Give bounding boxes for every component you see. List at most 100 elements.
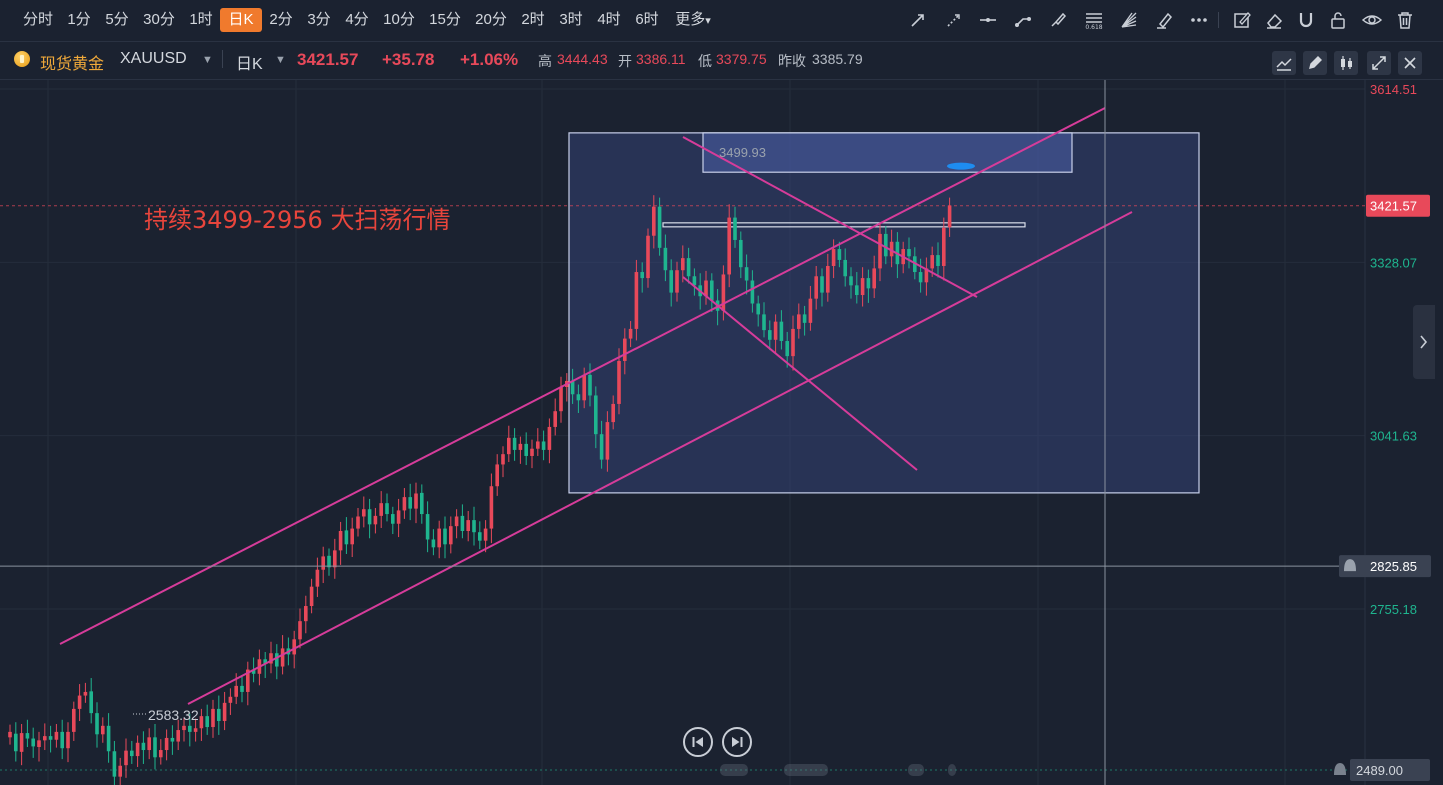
candle[interactable] bbox=[924, 257, 929, 296]
candle[interactable] bbox=[222, 691, 227, 731]
candle[interactable] bbox=[367, 498, 372, 539]
candle[interactable] bbox=[727, 204, 731, 288]
candle[interactable] bbox=[309, 578, 314, 614]
candle[interactable] bbox=[124, 738, 128, 778]
candle[interactable] bbox=[275, 644, 279, 680]
candle[interactable] bbox=[681, 245, 685, 283]
candle[interactable] bbox=[791, 315, 795, 371]
candle[interactable] bbox=[54, 724, 59, 748]
candle[interactable] bbox=[872, 255, 876, 299]
candle[interactable] bbox=[634, 259, 639, 341]
candle[interactable] bbox=[623, 328, 627, 375]
line-segment-tool-button[interactable] bbox=[1011, 8, 1035, 32]
lock-tool-button[interactable] bbox=[1326, 8, 1350, 32]
candle[interactable] bbox=[379, 491, 383, 528]
candle[interactable] bbox=[907, 237, 911, 269]
support-zone-line[interactable] bbox=[662, 222, 1026, 228]
candle[interactable] bbox=[83, 682, 88, 703]
candle[interactable] bbox=[692, 268, 697, 296]
candle[interactable] bbox=[298, 608, 302, 649]
crosshair-price-tag[interactable]: 2825.85 bbox=[1339, 555, 1431, 578]
edit-note-tool-button[interactable] bbox=[1230, 8, 1254, 32]
candle[interactable] bbox=[460, 504, 465, 539]
candle[interactable] bbox=[304, 595, 308, 634]
candle[interactable] bbox=[106, 713, 111, 763]
bell-icon[interactable] bbox=[1344, 559, 1356, 572]
candle[interactable] bbox=[599, 420, 604, 469]
candle[interactable] bbox=[414, 482, 418, 524]
candle[interactable] bbox=[802, 305, 807, 336]
candle[interactable] bbox=[565, 373, 569, 402]
candle[interactable] bbox=[756, 295, 760, 327]
candle[interactable] bbox=[454, 509, 459, 539]
candle[interactable] bbox=[396, 498, 401, 538]
candle[interactable] bbox=[466, 511, 470, 542]
candle[interactable] bbox=[147, 728, 151, 760]
candle[interactable] bbox=[547, 418, 552, 464]
candle[interactable] bbox=[884, 226, 888, 265]
fibonacci-tool-button[interactable]: 0.618 bbox=[1082, 8, 1106, 32]
timeframe-10[interactable]: 15分 bbox=[429, 11, 461, 28]
candle[interactable] bbox=[356, 508, 360, 537]
timeframe-12[interactable]: 2时 bbox=[521, 11, 545, 28]
candle[interactable] bbox=[14, 722, 18, 762]
candle[interactable] bbox=[530, 439, 534, 469]
candle[interactable] bbox=[797, 303, 801, 339]
eye-tool-button[interactable] bbox=[1360, 8, 1384, 32]
candle[interactable] bbox=[628, 321, 633, 348]
candle[interactable] bbox=[437, 520, 441, 559]
candle[interactable] bbox=[866, 269, 871, 303]
candle[interactable] bbox=[605, 411, 610, 472]
timeframe-5[interactable]: 日K bbox=[220, 8, 262, 32]
candle[interactable] bbox=[362, 496, 366, 528]
arrow-line-tool-button[interactable] bbox=[906, 8, 930, 32]
candle[interactable] bbox=[153, 724, 157, 770]
channel-upper-line[interactable] bbox=[59, 107, 1106, 645]
period-dropdown-icon[interactable]: ▼ bbox=[275, 54, 286, 66]
candle[interactable] bbox=[524, 432, 528, 466]
candle[interactable] bbox=[321, 546, 325, 584]
candle[interactable] bbox=[373, 508, 378, 534]
candle[interactable] bbox=[408, 483, 412, 521]
candle[interactable] bbox=[385, 493, 389, 522]
candle[interactable] bbox=[19, 724, 24, 766]
candle[interactable] bbox=[89, 678, 93, 724]
candle[interactable] bbox=[333, 538, 337, 579]
candle-style-button[interactable] bbox=[1334, 51, 1358, 75]
candle[interactable] bbox=[570, 368, 575, 404]
candle[interactable] bbox=[710, 273, 714, 312]
candle[interactable] bbox=[483, 520, 488, 553]
candle[interactable] bbox=[501, 446, 505, 478]
candle[interactable] bbox=[25, 719, 30, 748]
candle[interactable] bbox=[762, 302, 766, 338]
candle[interactable] bbox=[31, 727, 35, 758]
more-dots-tool-button[interactable] bbox=[1187, 8, 1211, 32]
symbol-dropdown-icon[interactable]: ▼ bbox=[202, 54, 213, 66]
candle[interactable] bbox=[344, 517, 349, 554]
candle[interactable] bbox=[739, 231, 743, 279]
brush-tool-button[interactable] bbox=[1046, 8, 1070, 32]
candle[interactable] bbox=[43, 723, 47, 751]
period-label[interactable]: 日K bbox=[236, 56, 263, 73]
candle[interactable] bbox=[646, 228, 650, 288]
timeframe-4[interactable]: 1时 bbox=[189, 11, 213, 28]
candle[interactable] bbox=[918, 258, 923, 293]
horizontal-line-tool-button[interactable] bbox=[976, 8, 1000, 32]
pencil-button[interactable] bbox=[1303, 51, 1327, 75]
candle[interactable] bbox=[8, 724, 12, 745]
candle[interactable] bbox=[611, 395, 615, 430]
candle[interactable] bbox=[942, 217, 946, 281]
timeframe-1[interactable]: 1分 bbox=[67, 11, 91, 28]
candle[interactable] bbox=[855, 272, 859, 304]
scroll-back-button[interactable] bbox=[683, 727, 713, 757]
candle[interactable] bbox=[478, 521, 482, 550]
candle[interactable] bbox=[101, 717, 105, 743]
candle[interactable] bbox=[60, 719, 64, 760]
candle[interactable] bbox=[594, 386, 598, 449]
candle[interactable] bbox=[164, 729, 169, 761]
candle[interactable] bbox=[536, 428, 540, 456]
channel-lower-line[interactable] bbox=[187, 211, 1133, 705]
candle[interactable] bbox=[588, 363, 592, 407]
candle[interactable] bbox=[657, 197, 662, 256]
